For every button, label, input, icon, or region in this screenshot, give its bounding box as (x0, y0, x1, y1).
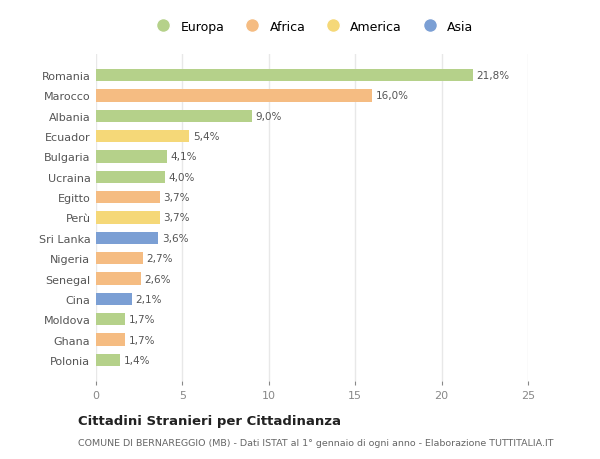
Bar (96, 171, 165, 184)
Bar (96, 273, 141, 285)
Bar (96, 192, 160, 204)
Bar (96, 354, 120, 366)
Bar (96, 334, 125, 346)
Text: 1,7%: 1,7% (129, 335, 155, 345)
Bar (96, 212, 160, 224)
Text: 4,0%: 4,0% (169, 173, 195, 182)
Text: 3,6%: 3,6% (161, 233, 188, 243)
Bar (96, 293, 132, 305)
Text: 9,0%: 9,0% (255, 112, 281, 122)
Text: 1,4%: 1,4% (124, 355, 150, 365)
Bar (96, 90, 373, 102)
Text: 3,7%: 3,7% (163, 213, 190, 223)
Text: 16,0%: 16,0% (376, 91, 409, 101)
Bar (96, 131, 190, 143)
Bar (96, 252, 143, 265)
Text: 5,4%: 5,4% (193, 132, 219, 142)
Text: 21,8%: 21,8% (476, 71, 509, 81)
Bar (96, 111, 251, 123)
Legend: Europa, Africa, America, Asia: Europa, Africa, America, Asia (146, 16, 478, 39)
Bar (96, 70, 473, 82)
Text: 2,6%: 2,6% (145, 274, 171, 284)
Bar (96, 151, 167, 163)
Text: 4,1%: 4,1% (170, 152, 197, 162)
Bar (96, 232, 158, 244)
Bar (96, 313, 125, 325)
Text: COMUNE DI BERNAREGGIO (MB) - Dati ISTAT al 1° gennaio di ogni anno - Elaborazion: COMUNE DI BERNAREGGIO (MB) - Dati ISTAT … (78, 438, 554, 447)
Text: 2,7%: 2,7% (146, 254, 173, 263)
Text: 3,7%: 3,7% (163, 193, 190, 203)
Text: Cittadini Stranieri per Cittadinanza: Cittadini Stranieri per Cittadinanza (78, 414, 341, 428)
Text: 1,7%: 1,7% (129, 314, 155, 325)
Text: 2,1%: 2,1% (136, 294, 162, 304)
